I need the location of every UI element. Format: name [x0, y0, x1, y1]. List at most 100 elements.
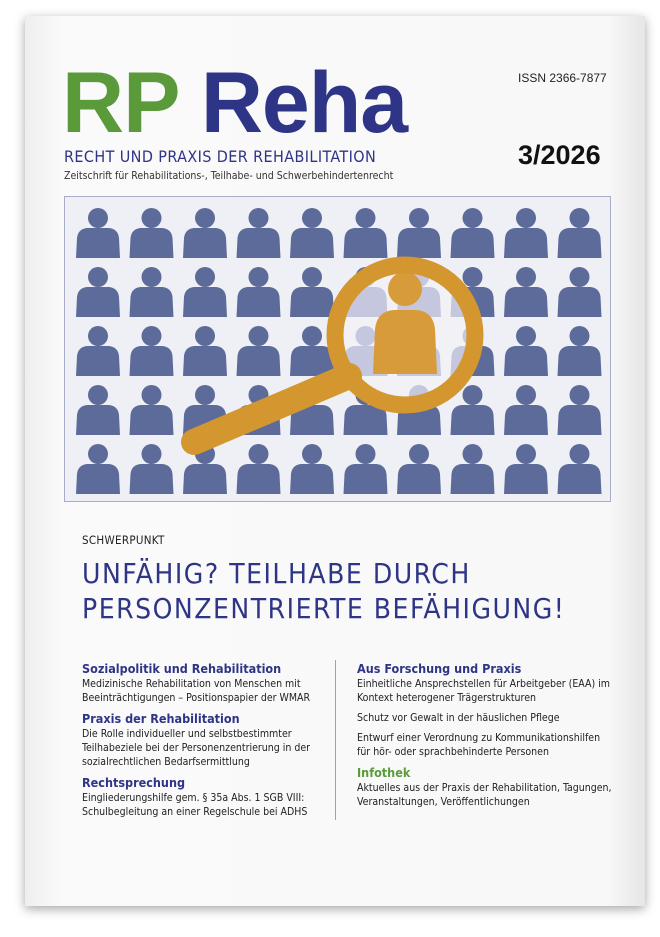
person-icon	[462, 385, 483, 405]
person-icon	[569, 385, 590, 405]
person-icon	[504, 464, 548, 494]
person-icon	[516, 267, 536, 287]
person-icon	[236, 346, 281, 376]
person-icon	[516, 444, 536, 464]
person-icon	[516, 208, 536, 228]
person-icon	[409, 208, 429, 228]
person-icon	[355, 208, 376, 228]
person-icon	[409, 444, 429, 464]
logo-reha: Reha	[200, 55, 408, 151]
person-icon	[183, 346, 227, 376]
person-icon	[557, 405, 602, 435]
article-title: Die Rolle individueller und selbstbestim…	[82, 728, 311, 768]
person-icon	[343, 464, 388, 494]
person-icon	[397, 464, 441, 494]
person-icon	[290, 346, 334, 376]
person-icon	[409, 385, 429, 397]
person-icon	[397, 228, 441, 258]
person-icon	[195, 208, 215, 228]
person-icon	[504, 287, 548, 317]
person-icon	[355, 326, 376, 346]
contents-left: Sozialpolitik und Rehabilitation Medizini…	[82, 661, 332, 825]
section: Sozialpolitik und Rehabilitation Medizini…	[82, 661, 332, 705]
person-icon	[141, 385, 162, 405]
section-heading: Rechtsprechung	[82, 775, 186, 790]
person-icon	[516, 385, 536, 405]
section: Infothek Aktuelles aus der Praxis der Reh…	[357, 765, 612, 809]
person-icon	[88, 444, 108, 464]
person-icon	[248, 444, 269, 464]
issue: 3/2026	[518, 140, 601, 170]
issn: ISSN 2366-7877	[518, 71, 607, 85]
person-icon	[343, 405, 388, 435]
article-title: Entwurf einer Verordnung zu Kommunikatio…	[357, 732, 601, 758]
article-title: Einheitliche Ansprechstellen für Arbeitg…	[357, 678, 611, 704]
person-icon	[195, 326, 215, 346]
person-icon	[248, 208, 269, 228]
subtitle: RECHT UND PRAXIS DER REHABILITATION	[64, 147, 377, 166]
person-icon	[76, 346, 120, 376]
section: Praxis der Rehabilitation Die Rolle indiv…	[82, 711, 332, 769]
person-icon	[504, 346, 548, 376]
person-icon	[302, 444, 322, 464]
person-icon	[129, 287, 174, 317]
person-icon	[450, 228, 495, 258]
person-icon	[141, 444, 162, 464]
person-icon	[76, 464, 120, 494]
person-icon	[290, 464, 334, 494]
person-icon	[302, 326, 322, 346]
section-heading: Sozialpolitik und Rehabilitation	[82, 661, 282, 676]
person-icon	[302, 208, 322, 228]
person-icon	[88, 326, 108, 346]
person-icon	[76, 405, 120, 435]
article-title: Eingliederungshilfe gem. § 35a Abs. 1 SG…	[82, 792, 308, 818]
headline: UNFÄHIG? TEILHABE DURCH	[82, 557, 471, 590]
person-icon	[236, 228, 281, 258]
person-icon	[462, 444, 483, 464]
logo: RP Reha	[62, 60, 408, 146]
tagline: Zeitschrift für Rehabilitations-, Teilha…	[64, 170, 394, 182]
person-icon	[141, 326, 162, 346]
person-icon	[355, 444, 376, 464]
person-icon	[450, 464, 495, 494]
headline: PERSONZENTRIERTE BEFÄHIGUNG!	[82, 592, 566, 625]
person-icon	[248, 267, 269, 287]
person-icon	[141, 208, 162, 228]
person-icon	[343, 228, 388, 258]
section: Aus Forschung und Praxis Einheitliche Ans…	[357, 661, 612, 759]
person-icon	[195, 267, 215, 287]
person-icon	[183, 464, 227, 494]
person-icon	[504, 405, 548, 435]
article-title: Aktuelles aus der Praxis der Rehabilitat…	[357, 782, 612, 808]
kicker: SCHWERPUNKT	[82, 533, 165, 547]
section-heading: Aus Forschung und Praxis	[357, 661, 522, 676]
person-icon	[129, 346, 174, 376]
person-icon	[290, 228, 334, 258]
person-icon	[248, 326, 269, 346]
person-icon	[88, 385, 108, 405]
person-icon	[141, 267, 162, 287]
person-icon	[569, 326, 590, 346]
person-icon	[557, 464, 602, 494]
person-icon	[516, 326, 536, 346]
section-heading: Infothek	[357, 765, 411, 780]
logo-rp: RP	[62, 55, 179, 151]
person-icon	[76, 228, 120, 258]
person-icon	[557, 287, 602, 317]
magnifier-handle	[181, 363, 362, 455]
person-icon	[183, 287, 227, 317]
person-icon	[504, 228, 548, 258]
person-icon	[195, 385, 215, 405]
person-icon	[290, 405, 334, 435]
person-icon	[462, 208, 483, 228]
section: Rechtsprechung Eingliederungshilfe gem. §…	[82, 775, 332, 819]
person-icon	[129, 464, 174, 494]
person-icon	[236, 464, 281, 494]
contents-right: Aus Forschung und Praxis Einheitliche Ans…	[357, 661, 612, 815]
person-icon	[462, 267, 483, 287]
magnifier-ring	[326, 256, 484, 414]
person-icon	[290, 287, 334, 317]
person-icon	[76, 287, 120, 317]
person-icon	[88, 208, 108, 228]
